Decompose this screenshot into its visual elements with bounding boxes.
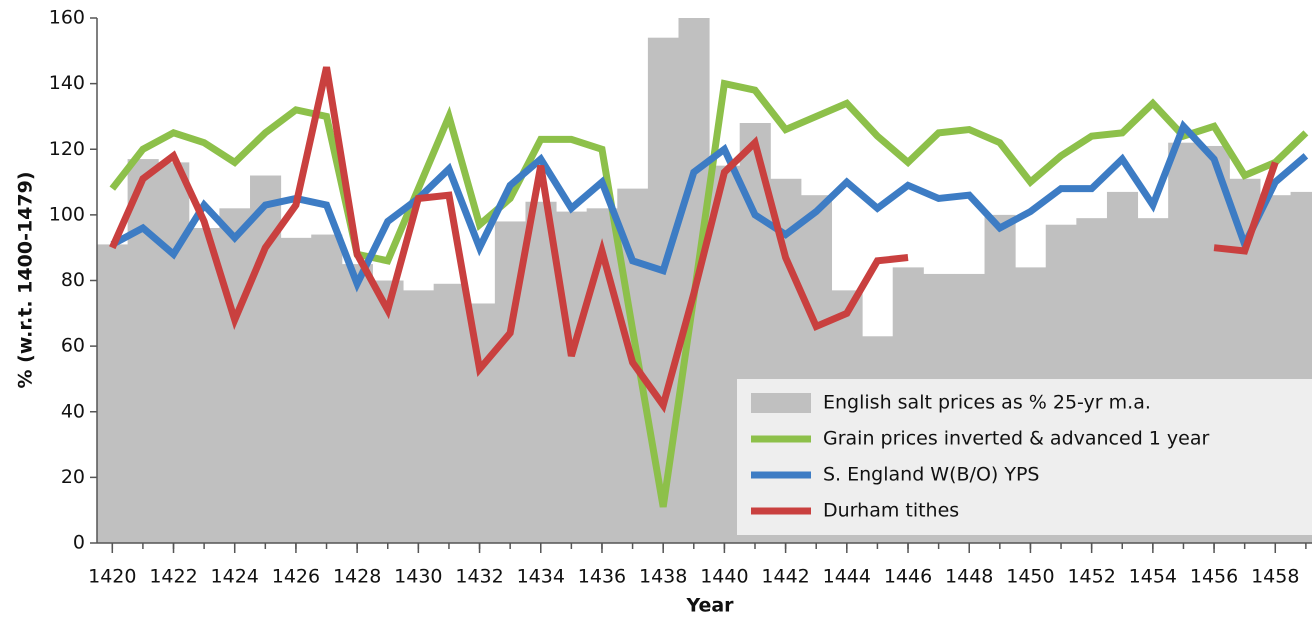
x-tick-label: 1450 [1006, 566, 1054, 588]
x-tick-label: 1424 [211, 566, 259, 588]
line-series [109, 66, 1279, 414]
x-tick-label: 1448 [945, 566, 993, 588]
y-tick-label: 40 [61, 400, 85, 422]
bar [188, 228, 220, 543]
y-tick-label: 60 [61, 335, 85, 357]
x-tick-label: 1420 [88, 566, 136, 588]
legend-box [737, 379, 1312, 535]
bar [556, 211, 588, 543]
bar [464, 303, 496, 543]
bar [280, 237, 312, 543]
bar [341, 264, 373, 543]
bar [372, 280, 404, 543]
bar [525, 201, 557, 543]
x-tick-label: 1442 [761, 566, 809, 588]
x-tick-label: 1430 [394, 566, 442, 588]
x-tick-label: 1452 [1067, 566, 1115, 588]
bar [219, 208, 251, 543]
x-axis-label: Year [685, 595, 734, 617]
bar [647, 37, 679, 543]
bar [97, 244, 129, 543]
y-tick-label: 100 [49, 203, 85, 225]
x-tick-label: 1432 [455, 566, 503, 588]
x-tick-label: 1436 [578, 566, 626, 588]
y-tick-label: 140 [49, 72, 85, 94]
x-tick-label: 1456 [1190, 566, 1238, 588]
bar [158, 162, 190, 543]
x-tick-label: 1454 [1129, 566, 1177, 588]
y-tick-label: 80 [61, 269, 85, 291]
y-tick-label: 160 [49, 7, 85, 29]
legend-swatch [751, 393, 811, 413]
legend-label: S. England W(B/O) YPS [823, 464, 1039, 486]
legend-label: English salt prices as % 25-yr m.a. [823, 392, 1151, 414]
legend-label: Grain prices inverted & advanced 1 year [823, 428, 1209, 450]
bar [311, 234, 343, 543]
x-tick-label: 1446 [884, 566, 932, 588]
x-tick-label: 1458 [1251, 566, 1299, 588]
y-tick-label: 20 [61, 466, 85, 488]
legend-label: Durham tithes [823, 500, 959, 522]
x-tick-label: 1444 [823, 566, 871, 588]
x-tick-label: 1434 [517, 566, 565, 588]
x-tick-label: 1426 [272, 566, 320, 588]
y-tick-label: 0 [73, 532, 85, 554]
x-tick-label: 1422 [149, 566, 197, 588]
bar [709, 165, 741, 543]
line-series [109, 79, 1309, 508]
x-tick-label: 1428 [333, 566, 381, 588]
line-series [110, 119, 1309, 293]
bar [403, 290, 435, 543]
x-tick-label: 1438 [639, 566, 687, 588]
y-tick-label: 120 [49, 138, 85, 160]
bar [127, 159, 159, 543]
x-tick-label: 1440 [700, 566, 748, 588]
bar [433, 283, 465, 543]
y-axis-label: % (w.r.t. 1400-1479) [15, 171, 37, 388]
